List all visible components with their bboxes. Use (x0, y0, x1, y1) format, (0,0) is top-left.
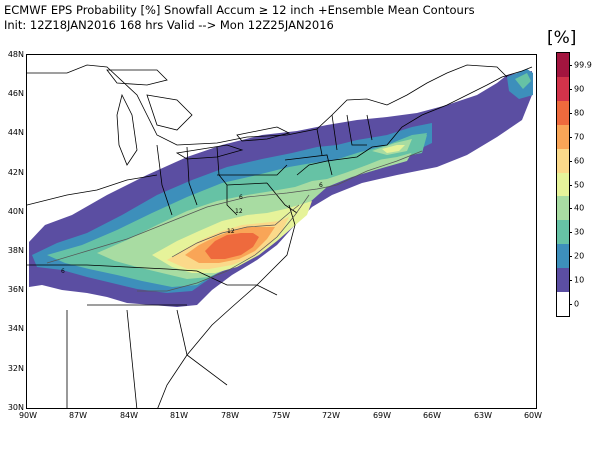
colorbar-segment (557, 244, 569, 269)
lon-label: 87W (68, 411, 88, 420)
colorbar-segment (557, 268, 569, 293)
colorbar-segment (557, 100, 569, 126)
colorbar-tick (569, 232, 572, 234)
lat-label: 40N (7, 207, 24, 216)
colorbar-segment (557, 76, 569, 102)
lat-label: 32N (7, 364, 24, 373)
colorbar-label: 30 (574, 227, 585, 237)
colorbar-segment (557, 220, 569, 245)
colorbar-label: 50 (574, 180, 585, 189)
colorbar-label: 40 (574, 203, 585, 213)
colorbar-label: 90 (574, 84, 585, 94)
lon-label: 63W (473, 411, 493, 420)
colorbar-tick (569, 256, 572, 258)
colorbar-tick (569, 136, 572, 138)
lon-label: 72W (321, 411, 341, 420)
prob-band-maritimes-inner (515, 73, 531, 89)
colorbar-label: 20 (574, 251, 585, 261)
lat-label: 48N (7, 50, 24, 59)
lon-label: 66W (422, 411, 442, 420)
contour-label: 6 (239, 194, 243, 201)
great-lakes (106, 69, 291, 166)
colorbar-segment (557, 148, 569, 174)
init-valid-time: Init: 12Z18JAN2016 168 hrs Valid --> Mon… (4, 18, 334, 32)
contour-label: 12 (235, 208, 243, 215)
lon-label: 75W (271, 411, 291, 420)
lat-label: 30N (7, 403, 24, 412)
coastline (157, 66, 533, 408)
political-boundaries (27, 64, 533, 408)
contour-label: 6 (61, 268, 65, 275)
lat-label: 44N (7, 128, 24, 137)
colorbar-label: 80 (574, 108, 585, 118)
us-canada-border (27, 64, 508, 146)
colorbar-segment (557, 53, 569, 78)
prob-band-80 (205, 233, 259, 259)
lon-label: 90W (18, 411, 38, 420)
lon-label: 60W (523, 411, 543, 420)
colorbar-tick (569, 184, 572, 186)
lat-label: 36N (7, 285, 24, 294)
contour-12 (171, 204, 300, 258)
contour-label: 6 (319, 182, 323, 189)
map-canvas: 6 12 6 6 12 (27, 64, 533, 408)
colorbar-segment (557, 172, 569, 197)
colorbar-label: 99.9 (574, 60, 592, 70)
lat-label: 46N (7, 89, 24, 98)
colorbar-tick (569, 208, 572, 210)
colorbar-tick (569, 88, 572, 90)
contour-label: 12 (227, 228, 235, 235)
lon-label: 81W (169, 411, 189, 420)
colorbar-segment (557, 292, 569, 317)
contour-6 (46, 150, 423, 264)
colorbar-unit: [%] (547, 28, 577, 48)
lat-label: 34N (7, 324, 24, 333)
colorbar-tick (569, 112, 572, 114)
lat-label: 38N (7, 246, 24, 255)
lon-label: 78W (220, 411, 240, 420)
ensemble-mean-contours (46, 150, 423, 292)
probability-shading (29, 69, 533, 307)
colorbar (556, 52, 570, 317)
lon-label: 69W (372, 411, 392, 420)
map-panel: 6 12 6 6 12 (26, 54, 537, 409)
colorbar-tick (569, 280, 572, 282)
colorbar-tick (569, 64, 572, 66)
colorbar-label: 10 (574, 275, 585, 285)
state-lines (27, 114, 373, 408)
colorbar-segment (557, 196, 569, 221)
lon-label: 84W (119, 411, 139, 420)
colorbar-label: 70 (574, 132, 585, 142)
colorbar-tick (569, 160, 572, 162)
colorbar-label: 0 (574, 299, 580, 309)
contour-labels: 6 12 6 6 12 (61, 182, 323, 275)
contour-6-south (137, 194, 310, 292)
colorbar-segment (557, 124, 569, 150)
prob-band-50-ne (382, 145, 405, 153)
colorbar-tick (569, 304, 572, 306)
map-title: ECMWF EPS Probability [%] Snowfall Accum… (4, 3, 475, 17)
colorbar-label: 60 (574, 156, 585, 166)
lat-label: 42N (7, 168, 24, 177)
